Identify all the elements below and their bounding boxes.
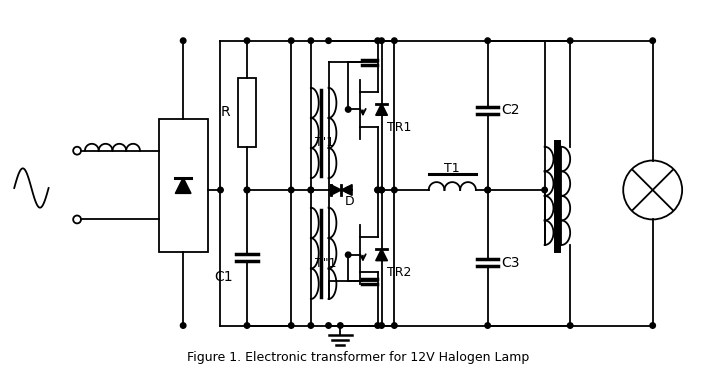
Text: C2: C2 bbox=[501, 103, 520, 117]
Circle shape bbox=[375, 187, 381, 193]
Circle shape bbox=[308, 323, 313, 328]
Circle shape bbox=[308, 187, 313, 193]
Circle shape bbox=[218, 187, 223, 193]
Circle shape bbox=[338, 323, 343, 328]
Circle shape bbox=[391, 323, 397, 328]
Circle shape bbox=[288, 323, 294, 328]
Bar bbox=[238, 78, 256, 147]
Text: Figure 1. Electronic transformer for 12V Halogen Lamp: Figure 1. Electronic transformer for 12V… bbox=[187, 351, 529, 364]
Circle shape bbox=[375, 38, 381, 43]
Circle shape bbox=[485, 187, 490, 193]
Circle shape bbox=[379, 187, 384, 193]
Text: T"1: T"1 bbox=[315, 256, 336, 270]
Circle shape bbox=[379, 38, 384, 43]
Circle shape bbox=[326, 38, 331, 43]
Circle shape bbox=[308, 187, 313, 193]
Text: T1: T1 bbox=[445, 162, 460, 175]
Text: TR2: TR2 bbox=[387, 266, 412, 279]
Circle shape bbox=[485, 38, 490, 43]
Polygon shape bbox=[376, 249, 387, 261]
Circle shape bbox=[485, 187, 490, 193]
Circle shape bbox=[326, 323, 331, 328]
Circle shape bbox=[567, 323, 573, 328]
Text: TR1: TR1 bbox=[387, 121, 412, 134]
Circle shape bbox=[391, 187, 397, 193]
Text: C1: C1 bbox=[214, 270, 233, 284]
Polygon shape bbox=[331, 185, 341, 195]
Circle shape bbox=[391, 38, 397, 43]
Circle shape bbox=[181, 323, 186, 328]
Circle shape bbox=[346, 107, 351, 112]
Circle shape bbox=[244, 323, 250, 328]
Polygon shape bbox=[176, 178, 191, 194]
Circle shape bbox=[567, 38, 573, 43]
Circle shape bbox=[244, 38, 250, 43]
Circle shape bbox=[542, 187, 547, 193]
Circle shape bbox=[346, 187, 351, 193]
Circle shape bbox=[308, 38, 313, 43]
Circle shape bbox=[375, 187, 381, 193]
Circle shape bbox=[346, 187, 351, 193]
Circle shape bbox=[244, 187, 250, 193]
Circle shape bbox=[244, 187, 250, 193]
Circle shape bbox=[288, 187, 294, 193]
Circle shape bbox=[650, 323, 655, 328]
Circle shape bbox=[288, 38, 294, 43]
Polygon shape bbox=[341, 185, 352, 195]
Text: C3: C3 bbox=[501, 256, 520, 270]
Circle shape bbox=[346, 252, 351, 258]
Circle shape bbox=[650, 38, 655, 43]
Circle shape bbox=[375, 323, 381, 328]
Circle shape bbox=[485, 323, 490, 328]
Circle shape bbox=[181, 38, 186, 43]
Bar bbox=[158, 119, 208, 252]
Circle shape bbox=[379, 323, 384, 328]
Polygon shape bbox=[376, 103, 387, 115]
Text: T'1: T'1 bbox=[315, 136, 334, 149]
Text: D: D bbox=[346, 195, 355, 208]
Text: R: R bbox=[221, 105, 230, 119]
Circle shape bbox=[379, 187, 384, 193]
